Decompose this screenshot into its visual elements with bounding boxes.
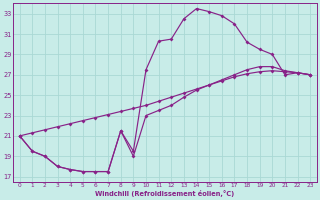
X-axis label: Windchill (Refroidissement éolien,°C): Windchill (Refroidissement éolien,°C) xyxy=(95,190,235,197)
